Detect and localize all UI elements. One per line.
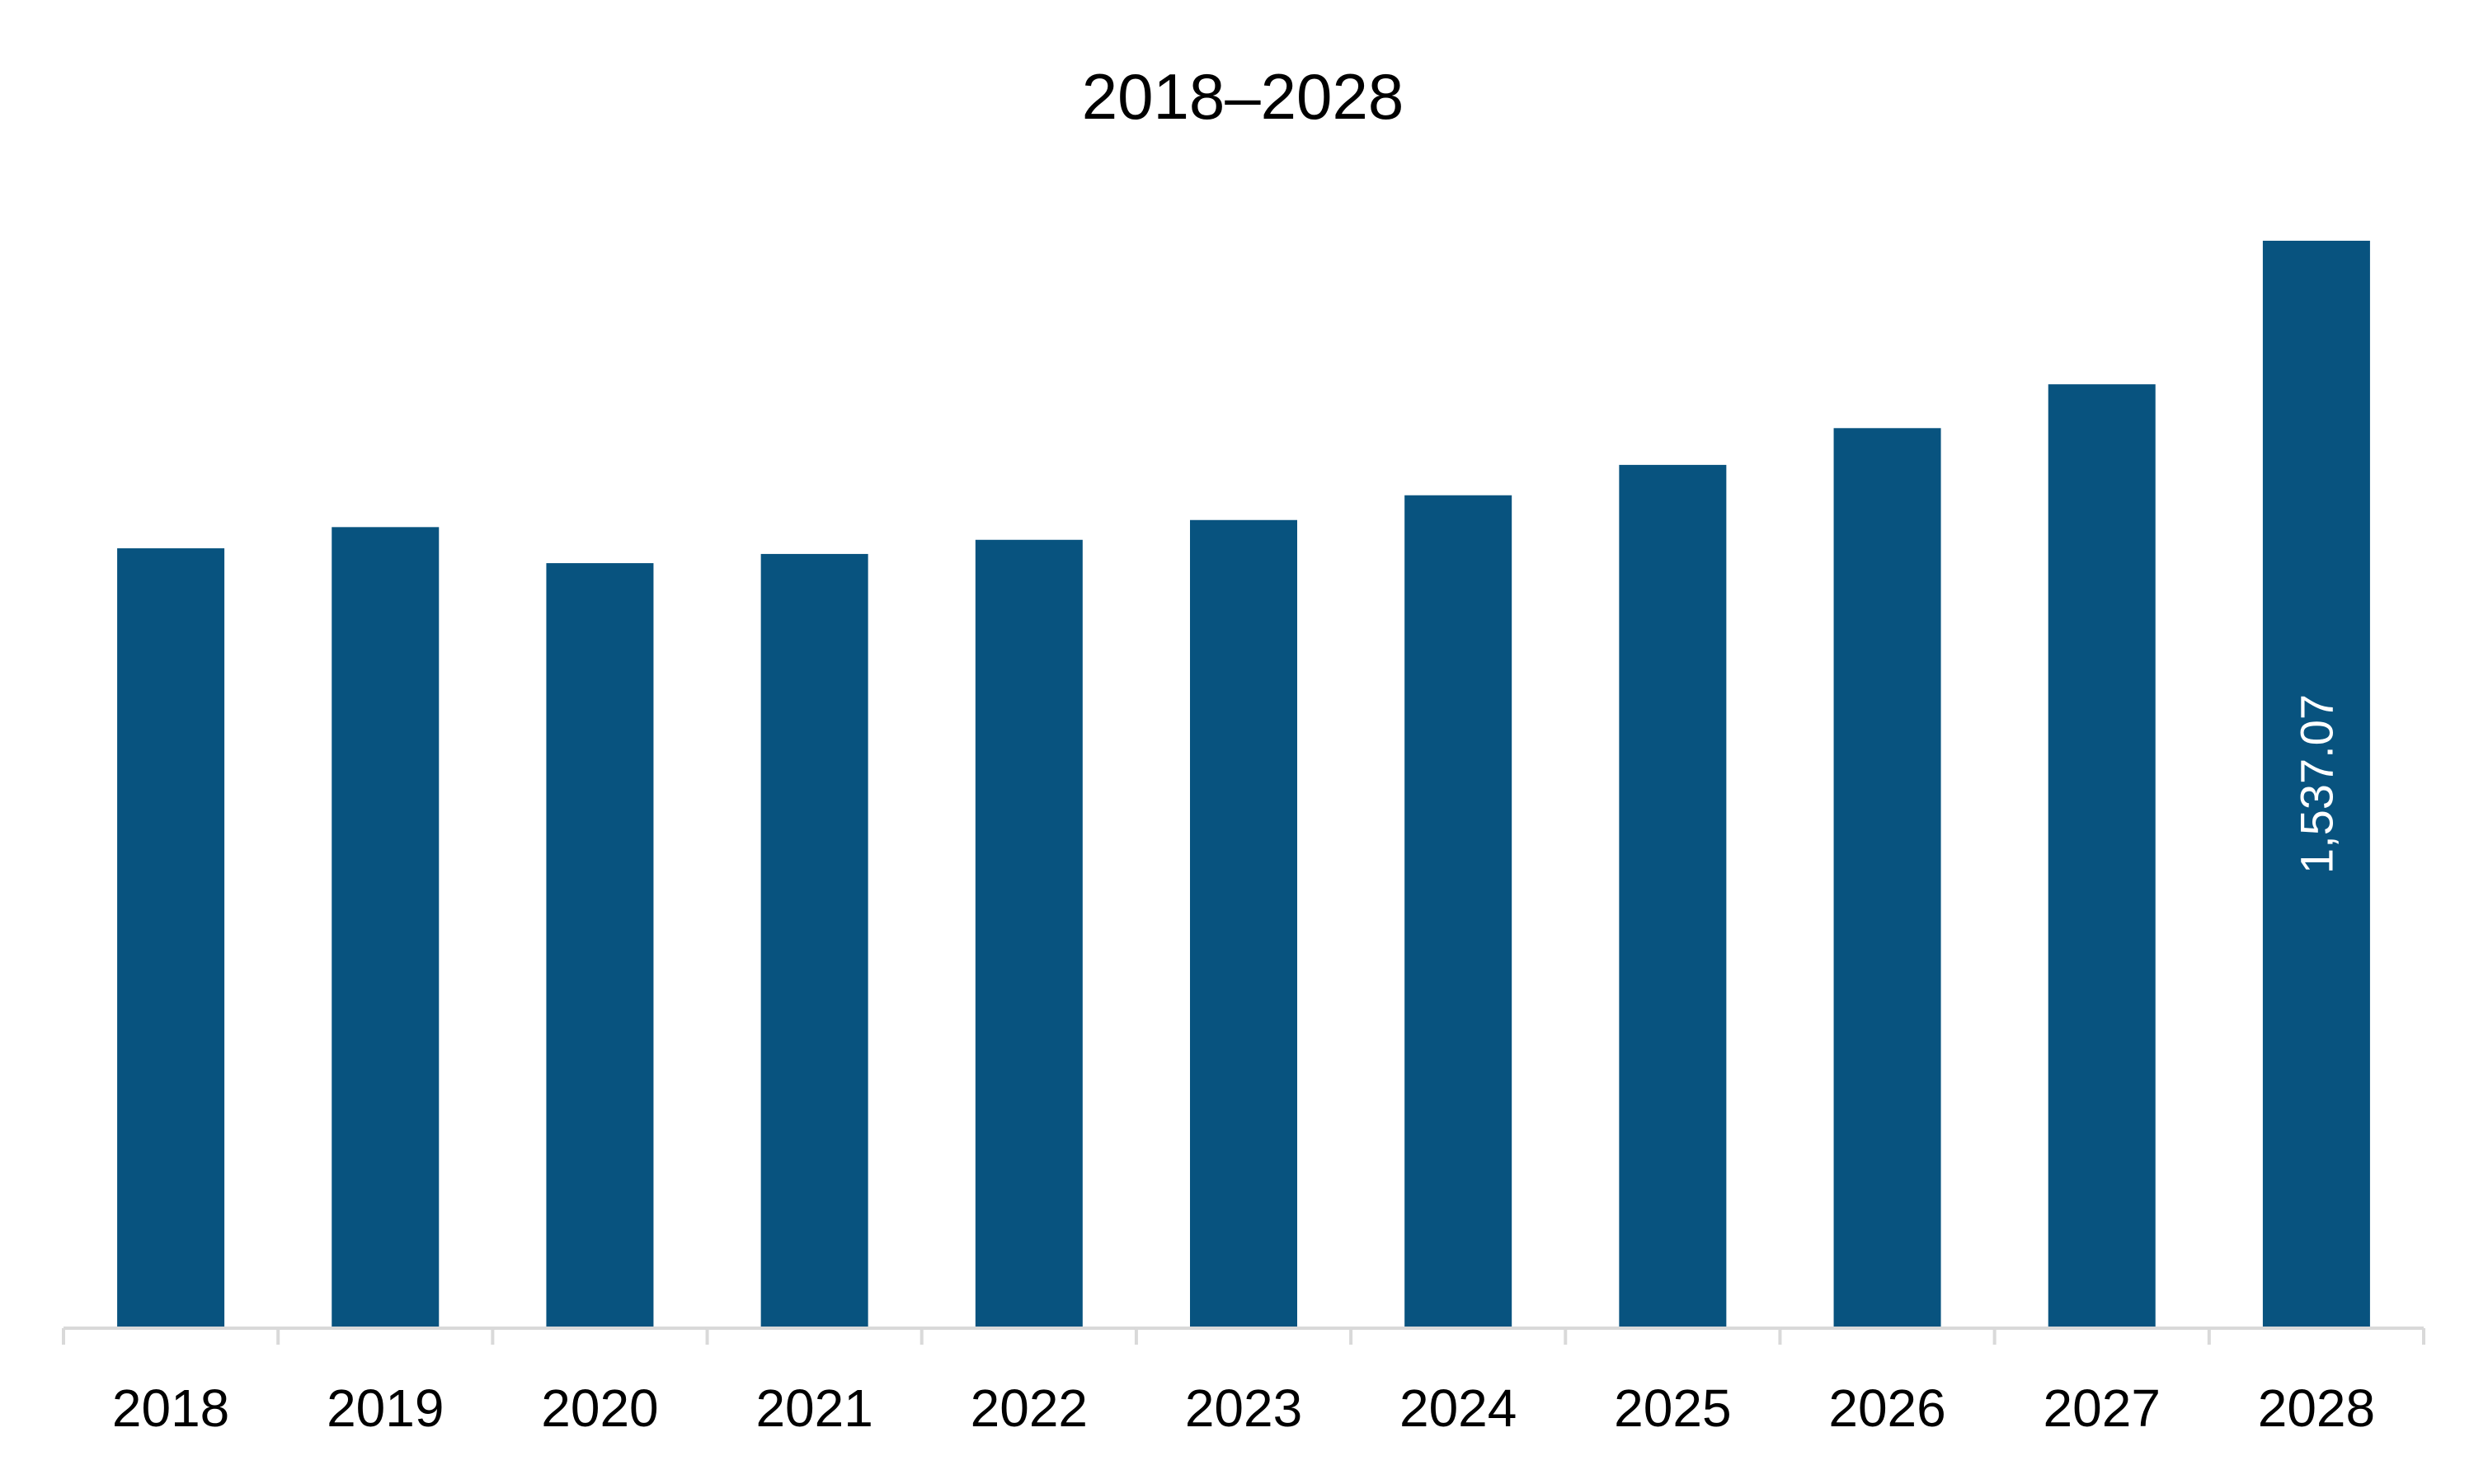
x-tick-label-2025: 2025 <box>1614 1378 1731 1438</box>
bar-2027 <box>2048 384 2156 1327</box>
x-tick-label-2023: 2023 <box>1185 1378 1302 1438</box>
x-tick-label-2021: 2021 <box>755 1378 872 1438</box>
x-tick-labels: 2018 2019 2020 2021 2022 2023 2024 2025 2026 2027… <box>112 1378 2375 1438</box>
x-tick-label-2027: 2027 <box>2044 1378 2161 1438</box>
data-labels: 1,537.07 <box>2290 694 2342 874</box>
x-tick-label-2024: 2024 <box>1399 1378 1517 1438</box>
bar-2028 <box>2262 241 2370 1327</box>
x-tick-marks <box>62 1328 2425 1345</box>
bar-2018 <box>117 548 225 1327</box>
bar-2019 <box>332 527 440 1327</box>
bars-group <box>117 241 2370 1327</box>
chart-title: 2018–2028 <box>1082 60 1404 133</box>
x-tick-label-2028: 2028 <box>2258 1378 2375 1438</box>
x-tick-label-2020: 2020 <box>541 1378 658 1438</box>
x-tick-label-2022: 2022 <box>971 1378 1088 1438</box>
bar-2025 <box>1619 464 1727 1327</box>
bar-2022 <box>975 539 1083 1327</box>
x-tick-label-2026: 2026 <box>1828 1378 1945 1438</box>
bar-2020 <box>546 563 654 1327</box>
bar-2021 <box>760 553 868 1327</box>
x-tick-label-2018: 2018 <box>112 1378 229 1438</box>
bar-2023 <box>1190 519 1297 1327</box>
bar-2026 <box>1833 428 1941 1327</box>
x-tick-label-2019: 2019 <box>327 1378 444 1438</box>
bar-2024 <box>1404 495 1512 1327</box>
data-label-2028: 1,537.07 <box>2290 694 2342 874</box>
